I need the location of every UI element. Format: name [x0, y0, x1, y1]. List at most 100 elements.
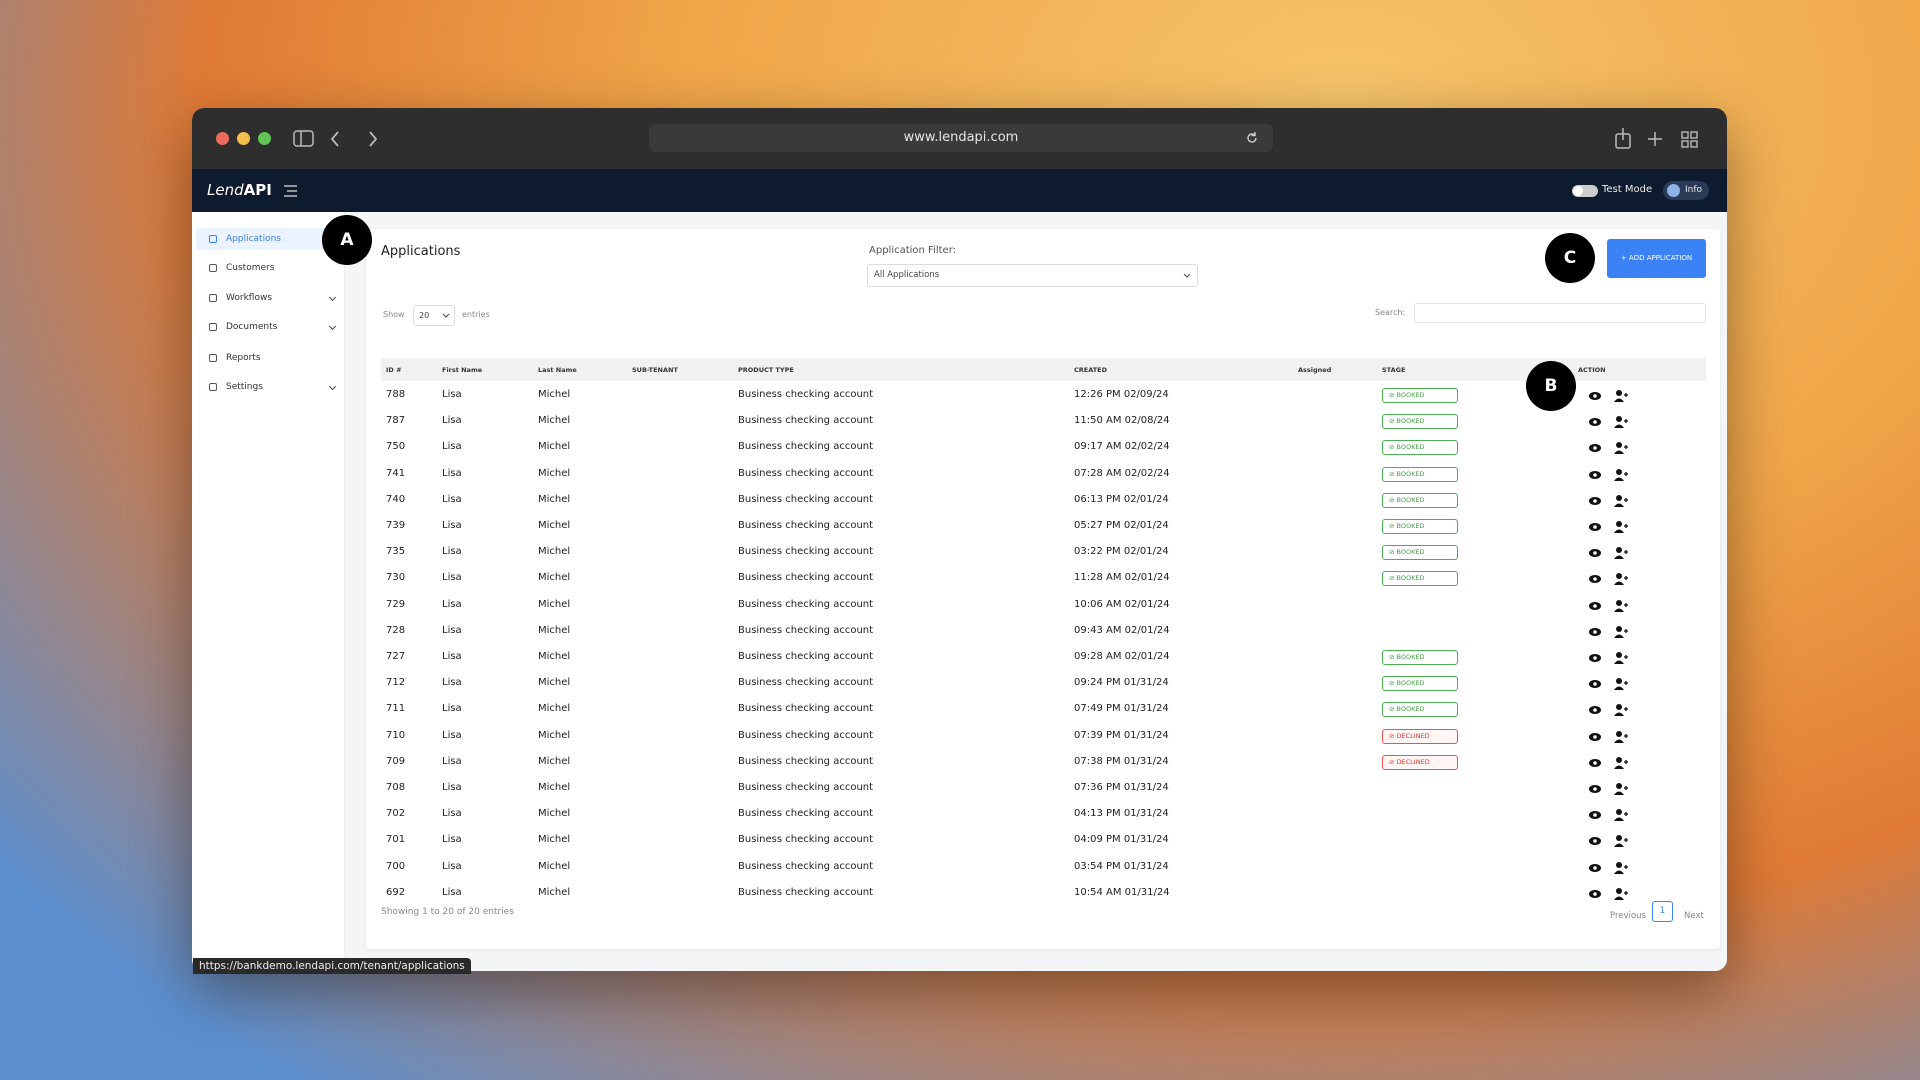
action-icons[interactable]	[1589, 415, 1629, 429]
nav-icon	[209, 294, 217, 302]
action-icons[interactable]	[1589, 572, 1629, 586]
cell-id: 729	[386, 598, 406, 610]
cell-last: Michel	[538, 703, 571, 715]
row-actions	[1589, 598, 1629, 612]
cell-created: 04:13 PM 01/31/24	[1074, 808, 1169, 820]
column-header: STAGE	[1382, 366, 1406, 374]
cell-last: Michel	[538, 651, 571, 662]
cell-last: Michel	[538, 441, 571, 453]
cell-product: Business checking account	[738, 598, 874, 610]
cell-first: Lisa	[442, 755, 462, 767]
cell-created: 03:54 PM 01/31/24	[1074, 860, 1169, 872]
action-icons[interactable]	[1589, 468, 1629, 482]
address-bar[interactable]: www.lendapi.com	[649, 124, 1273, 152]
close-button[interactable]	[216, 132, 229, 145]
action-icons[interactable]	[1589, 599, 1629, 613]
cell-product: Business checking account	[738, 703, 874, 715]
action-icons[interactable]	[1589, 834, 1629, 848]
toolbar-right-icons[interactable]	[1612, 126, 1722, 152]
test-mode-toggle[interactable]	[1572, 185, 1598, 197]
action-icons[interactable]	[1589, 389, 1629, 403]
nav-item[interactable]: Applications	[196, 228, 345, 250]
cell-id: 702	[386, 808, 406, 820]
nav-item[interactable]: Settings	[196, 376, 345, 398]
nav-label: Workflows	[226, 293, 273, 303]
action-icons[interactable]	[1589, 808, 1629, 822]
entries-value: 20	[419, 311, 430, 320]
action-icons[interactable]	[1589, 520, 1629, 534]
stage-label: DECLINED	[1396, 731, 1430, 740]
url-text: www.lendapi.com	[903, 130, 1019, 145]
column-header: Assigned	[1298, 366, 1332, 374]
cell-first: Lisa	[442, 651, 462, 662]
test-mode-label: Test Mode	[1602, 184, 1653, 195]
cell-id: 740	[386, 493, 406, 505]
stage-badge: ⊘ BOOKED	[1382, 519, 1458, 534]
action-icons[interactable]	[1589, 730, 1629, 744]
cell-first: Lisa	[442, 467, 462, 479]
reload-icon[interactable]	[1245, 131, 1259, 145]
cell-product: Business checking account	[738, 755, 874, 767]
info-button[interactable]: Info	[1663, 181, 1709, 200]
toolbar-icons[interactable]	[292, 128, 442, 150]
next-button[interactable]: Next	[1684, 911, 1704, 921]
main-content: Applications Application Filter: All App…	[345, 212, 1727, 971]
row-actions	[1589, 833, 1629, 848]
action-icons[interactable]	[1589, 677, 1629, 691]
logo[interactable]: LendAPI	[207, 181, 272, 199]
stage-label: BOOKED	[1396, 679, 1425, 688]
nav-icon	[209, 264, 217, 272]
cell-product: Business checking account	[738, 441, 874, 453]
nav-item[interactable]: Reports	[196, 347, 345, 369]
minimize-button[interactable]	[237, 132, 250, 145]
cell-product: Business checking account	[738, 729, 874, 741]
action-icons[interactable]	[1589, 494, 1629, 508]
cell-first: Lisa	[442, 808, 462, 820]
cell-first: Lisa	[442, 520, 462, 531]
cell-product: Business checking account	[738, 572, 874, 584]
cell-id: 750	[386, 441, 406, 453]
row-actions	[1589, 388, 1629, 402]
cell-created: 12:26 PM 02/09/24	[1074, 389, 1169, 400]
cell-product: Business checking account	[738, 467, 874, 479]
zoom-button[interactable]	[258, 132, 271, 145]
previous-button[interactable]: Previous	[1610, 911, 1646, 921]
stage-label: BOOKED	[1396, 443, 1425, 452]
cell-last: Michel	[538, 572, 571, 584]
stage-badge: ⊘ BOOKED	[1382, 388, 1458, 403]
cell-last: Michel	[538, 834, 571, 846]
annotation-badge: C	[1545, 233, 1595, 283]
action-icons[interactable]	[1589, 756, 1629, 770]
cell-created: 07:49 PM 01/31/24	[1074, 703, 1169, 715]
action-icons[interactable]	[1589, 625, 1629, 639]
cell-id: 711	[386, 703, 406, 715]
action-icons[interactable]	[1589, 703, 1629, 717]
nav-item[interactable]: Documents	[196, 316, 345, 338]
page-button[interactable]: 1	[1652, 901, 1673, 922]
column-header: CREATED	[1074, 366, 1108, 374]
entries-select[interactable]: 20	[413, 305, 455, 326]
action-icons[interactable]	[1589, 441, 1629, 455]
action-icons[interactable]	[1589, 651, 1629, 665]
column-header: Last Name	[538, 366, 577, 374]
action-icons[interactable]	[1589, 861, 1629, 875]
nav-item[interactable]: Workflows	[196, 287, 345, 309]
menu-toggle[interactable]	[284, 185, 298, 197]
application-filter[interactable]: All Applications	[867, 264, 1198, 287]
cell-first: Lisa	[442, 860, 462, 872]
action-icons[interactable]	[1589, 887, 1629, 901]
nav-item[interactable]: Customers	[196, 257, 345, 279]
cell-product: Business checking account	[738, 834, 874, 846]
search-input[interactable]	[1414, 303, 1706, 323]
action-icons[interactable]	[1589, 546, 1629, 560]
stage-badge: ⊘ BOOKED	[1382, 545, 1458, 561]
action-icons[interactable]	[1589, 782, 1629, 796]
nav-label: Reports	[226, 353, 261, 363]
nav-icon	[209, 235, 217, 243]
nav-chevron	[328, 293, 337, 302]
status-bar-url: https://bankdemo.lendapi.com/tenant/appl…	[193, 958, 471, 974]
stage-badge: ⊘ BOOKED	[1382, 650, 1458, 665]
add-application-button[interactable]: + ADD APPLICATION	[1607, 239, 1706, 278]
annotation-badge: A	[322, 215, 372, 265]
